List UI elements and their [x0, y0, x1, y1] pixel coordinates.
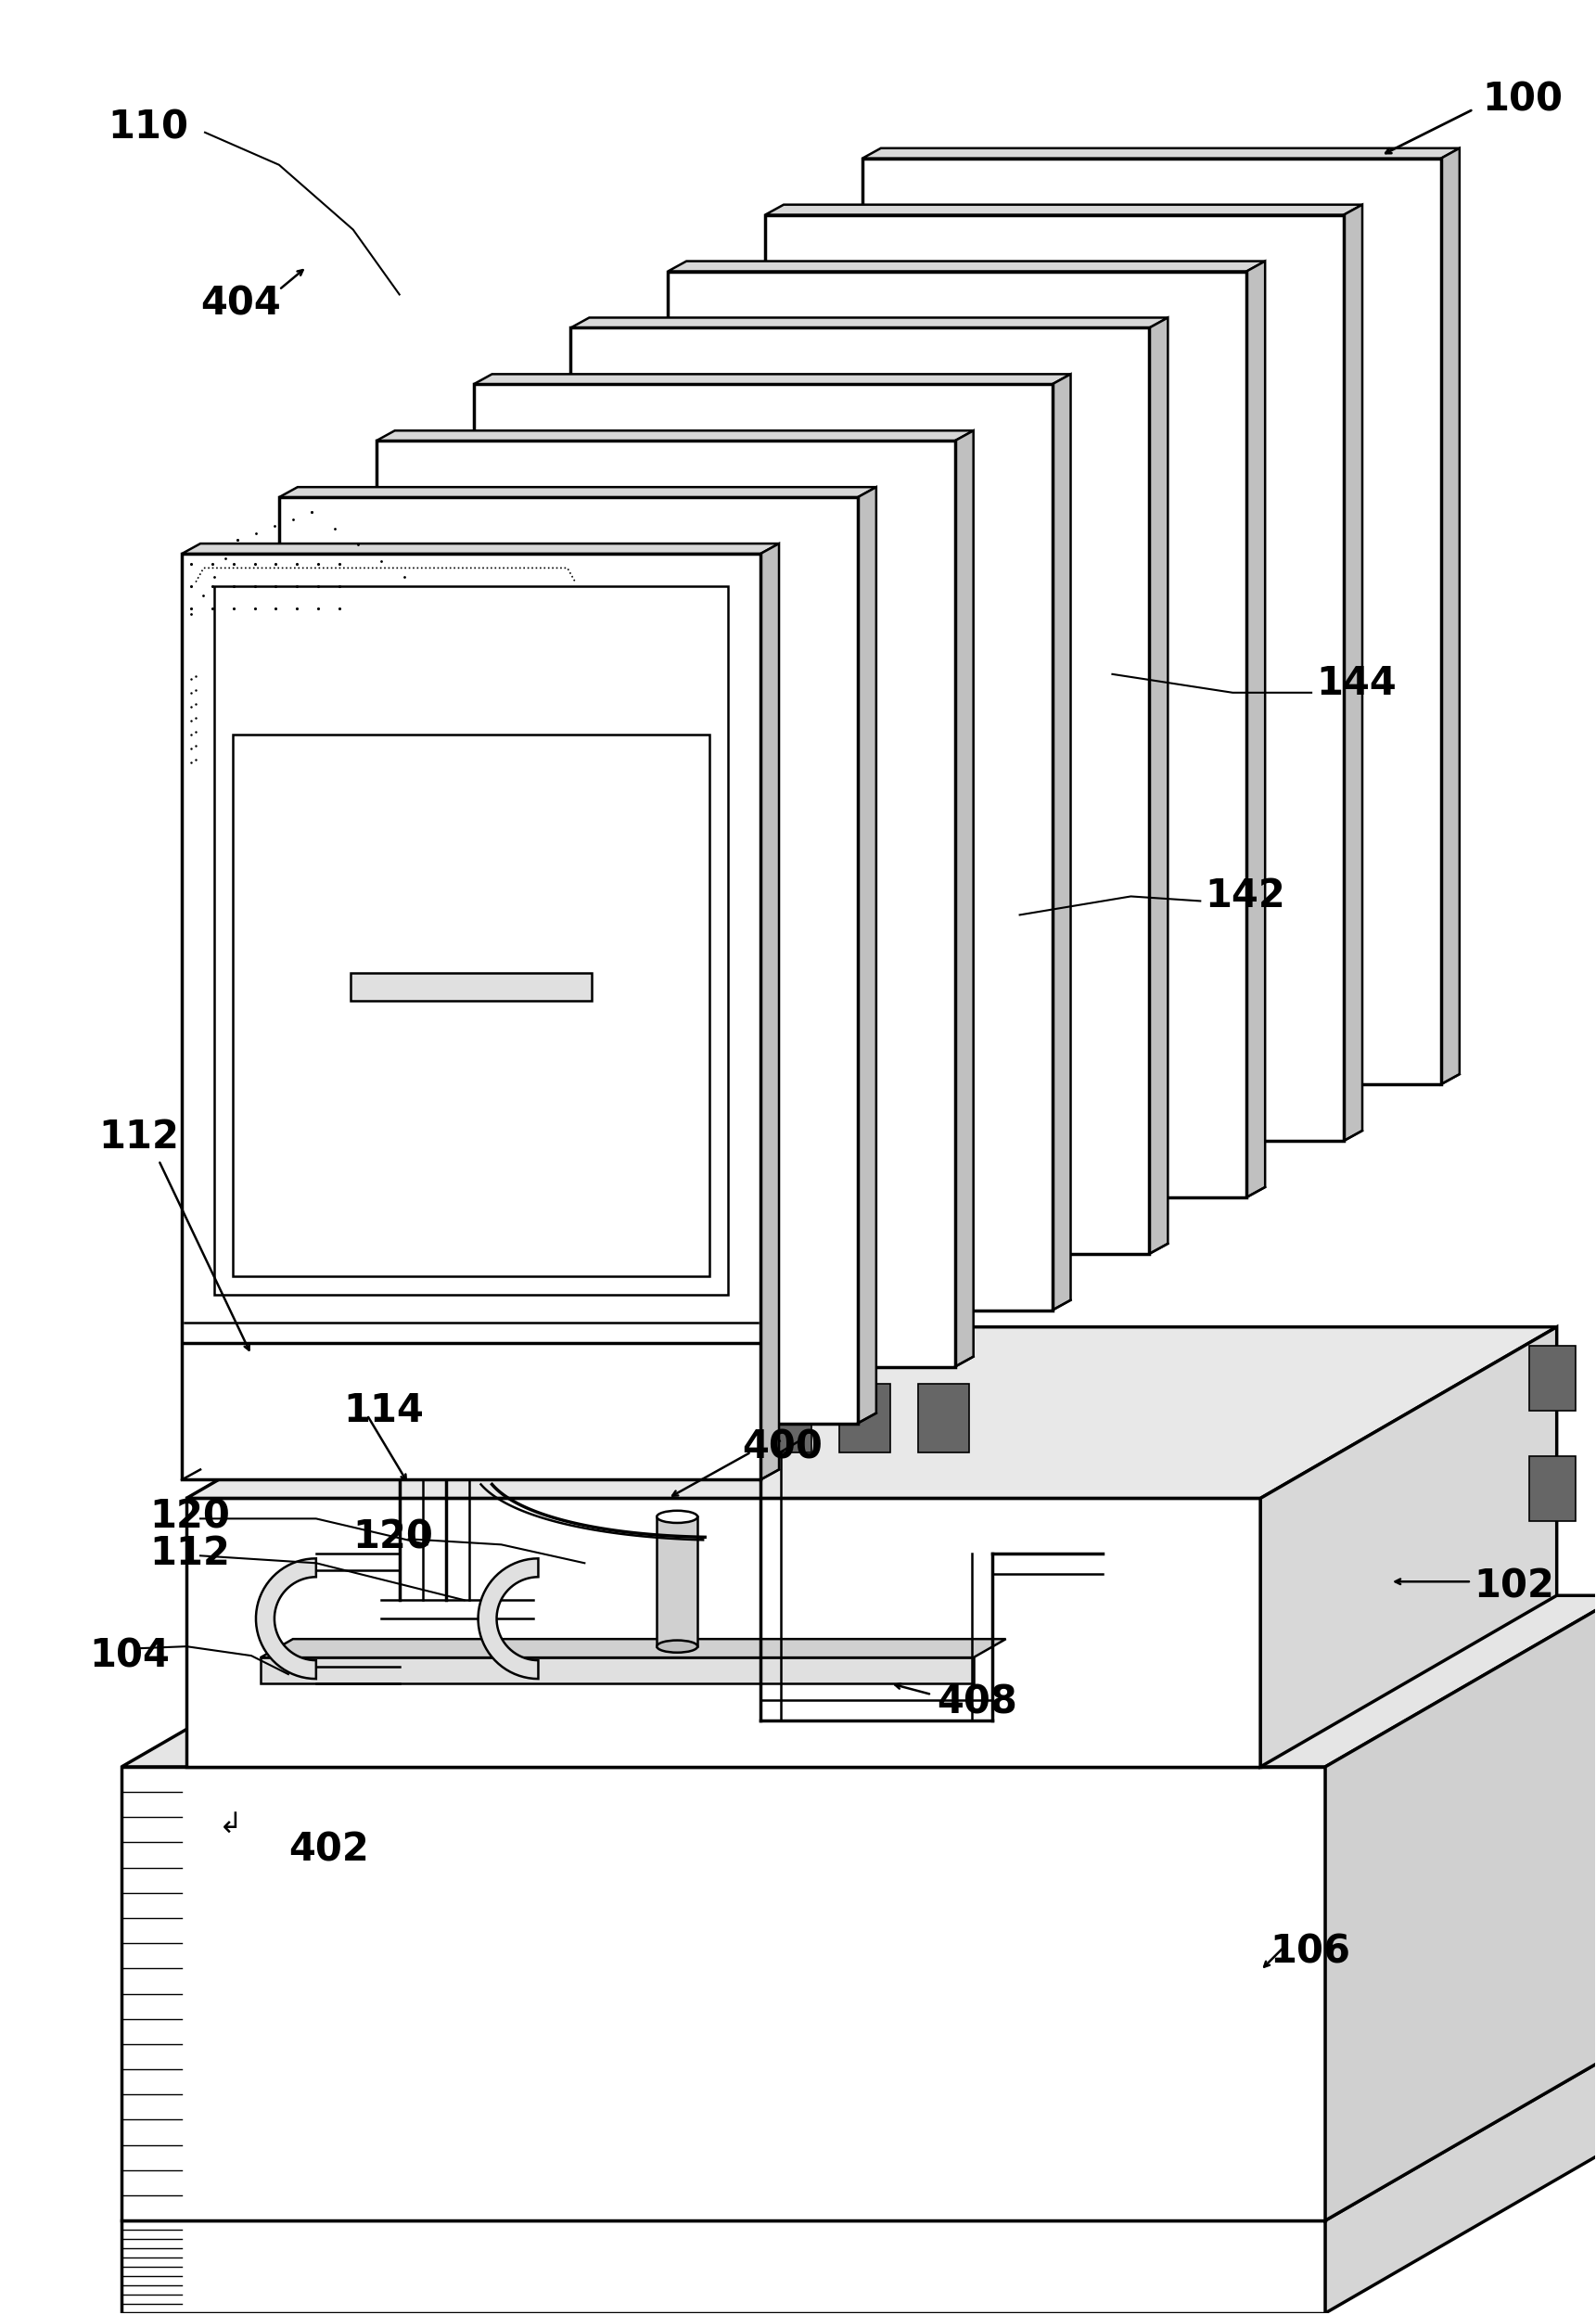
- Polygon shape: [686, 1384, 737, 1454]
- Polygon shape: [1529, 1456, 1575, 1521]
- Polygon shape: [279, 498, 857, 1424]
- Text: 102: 102: [1473, 1567, 1555, 1607]
- Polygon shape: [187, 1326, 1556, 1498]
- Polygon shape: [918, 1384, 969, 1454]
- Ellipse shape: [658, 1641, 697, 1653]
- Polygon shape: [182, 544, 779, 553]
- Text: 120: 120: [150, 1498, 230, 1537]
- Polygon shape: [214, 586, 728, 1294]
- Polygon shape: [862, 148, 1459, 157]
- Text: 120: 120: [353, 1519, 434, 1556]
- Polygon shape: [1325, 2049, 1596, 2313]
- Polygon shape: [1149, 317, 1168, 1255]
- Polygon shape: [377, 431, 974, 440]
- Polygon shape: [182, 553, 761, 1479]
- Text: 110: 110: [109, 109, 188, 148]
- Polygon shape: [857, 486, 876, 1424]
- Polygon shape: [279, 486, 876, 498]
- Polygon shape: [260, 1658, 974, 1683]
- Text: 112: 112: [150, 1535, 230, 1574]
- Text: 400: 400: [742, 1428, 822, 1468]
- Polygon shape: [121, 2220, 1325, 2313]
- Polygon shape: [1246, 262, 1266, 1197]
- Polygon shape: [667, 271, 1246, 1197]
- Polygon shape: [377, 440, 954, 1366]
- Text: 106: 106: [1270, 1933, 1350, 1972]
- Polygon shape: [255, 1558, 316, 1678]
- Polygon shape: [528, 1384, 579, 1454]
- Polygon shape: [474, 384, 1052, 1310]
- Polygon shape: [954, 431, 974, 1366]
- Text: 104: 104: [89, 1637, 169, 1676]
- Polygon shape: [351, 972, 592, 1000]
- Polygon shape: [667, 262, 1266, 271]
- Polygon shape: [571, 317, 1168, 329]
- Text: 404: 404: [201, 285, 281, 324]
- Polygon shape: [1344, 204, 1363, 1141]
- Polygon shape: [1325, 1595, 1596, 2220]
- Text: 144: 144: [1317, 664, 1396, 704]
- Polygon shape: [474, 375, 1071, 384]
- Polygon shape: [1261, 1326, 1556, 1766]
- Polygon shape: [761, 544, 779, 1479]
- Polygon shape: [1529, 1345, 1575, 1410]
- Polygon shape: [233, 734, 710, 1276]
- Text: 114: 114: [343, 1391, 425, 1431]
- Polygon shape: [260, 1639, 1005, 1658]
- Polygon shape: [121, 1595, 1596, 1766]
- Polygon shape: [608, 1384, 659, 1454]
- Polygon shape: [658, 1516, 697, 1646]
- Polygon shape: [479, 1558, 538, 1678]
- Text: 142: 142: [1205, 877, 1285, 917]
- Polygon shape: [764, 215, 1344, 1141]
- Text: 408: 408: [937, 1683, 1017, 1722]
- Polygon shape: [761, 1384, 811, 1454]
- Polygon shape: [839, 1384, 891, 1454]
- Polygon shape: [187, 1498, 1261, 1766]
- Polygon shape: [121, 2049, 1596, 2220]
- Ellipse shape: [658, 1512, 697, 1523]
- Text: 112: 112: [99, 1118, 179, 1158]
- Polygon shape: [1052, 375, 1071, 1310]
- Polygon shape: [571, 329, 1149, 1255]
- Polygon shape: [1441, 148, 1459, 1083]
- Polygon shape: [764, 204, 1363, 215]
- Polygon shape: [121, 1766, 1325, 2220]
- Polygon shape: [862, 157, 1441, 1083]
- Text: ↲: ↲: [219, 1813, 243, 1838]
- Text: 100: 100: [1483, 81, 1564, 120]
- Text: 402: 402: [289, 1831, 369, 1871]
